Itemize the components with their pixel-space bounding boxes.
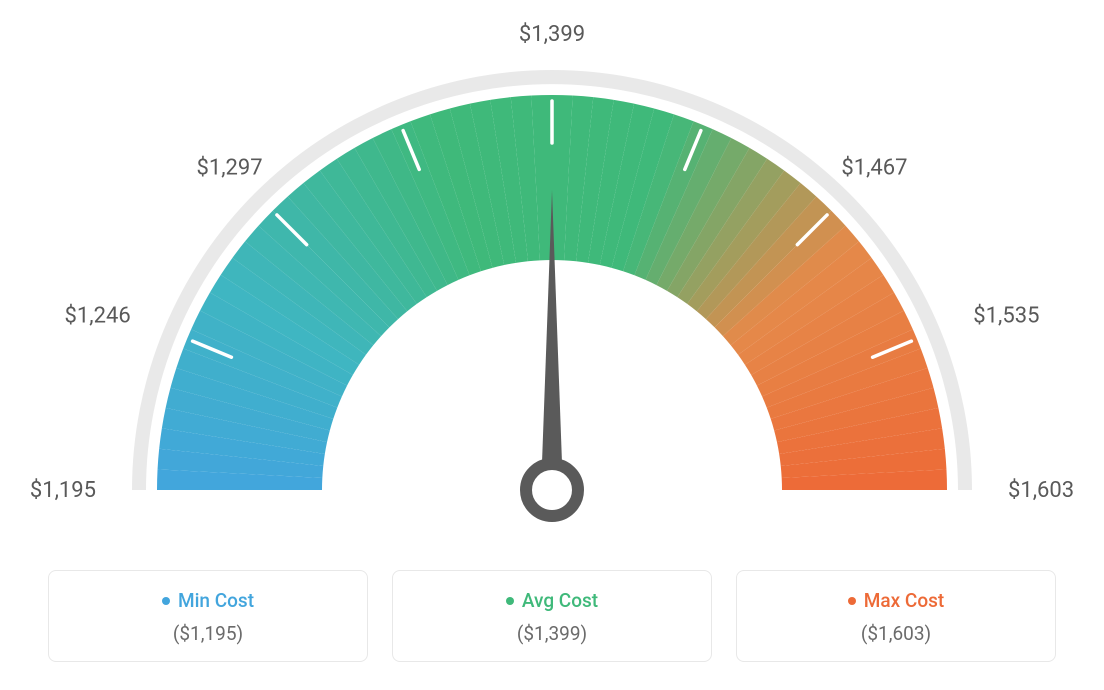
cost-gauge: $1,195 $1,246 $1,297 $1,399 $1,467 $1,535 $1,6… <box>0 0 1104 560</box>
legend-label-row: Min Cost <box>69 589 347 612</box>
legend-dot-icon <box>848 597 856 605</box>
legend-row: Min Cost ($1,195) Avg Cost ($1,399) Max Cost… <box>0 570 1104 662</box>
legend-label: Min Cost <box>178 589 254 612</box>
gauge-tick-label: $1,195 <box>30 478 96 503</box>
legend-label-row: Avg Cost <box>413 589 691 612</box>
gauge-tick-label: $1,246 <box>65 303 131 328</box>
legend-card-min-cost: Min Cost ($1,195) <box>48 570 368 662</box>
legend-value: ($1,195) <box>69 622 347 645</box>
legend-label-row: Max Cost <box>757 589 1035 612</box>
legend-label: Max Cost <box>864 589 944 612</box>
gauge-tick-label: $1,297 <box>196 156 262 181</box>
gauge-tick-label: $1,399 <box>519 22 585 47</box>
gauge-tick-label: $1,603 <box>1008 478 1074 503</box>
gauge-tick-label: $1,535 <box>973 303 1039 328</box>
legend-value: ($1,603) <box>757 622 1035 645</box>
gauge-tick-label: $1,467 <box>841 156 907 181</box>
legend-card-max-cost: Max Cost ($1,603) <box>736 570 1056 662</box>
legend-dot-icon <box>506 597 514 605</box>
legend-card-avg-cost: Avg Cost ($1,399) <box>392 570 712 662</box>
gauge-svg: $1,195 $1,246 $1,297 $1,399 $1,467 $1,535 $1,6… <box>0 0 1104 560</box>
legend-value: ($1,399) <box>413 622 691 645</box>
legend-dot-icon <box>162 597 170 605</box>
legend-label: Avg Cost <box>522 589 598 612</box>
